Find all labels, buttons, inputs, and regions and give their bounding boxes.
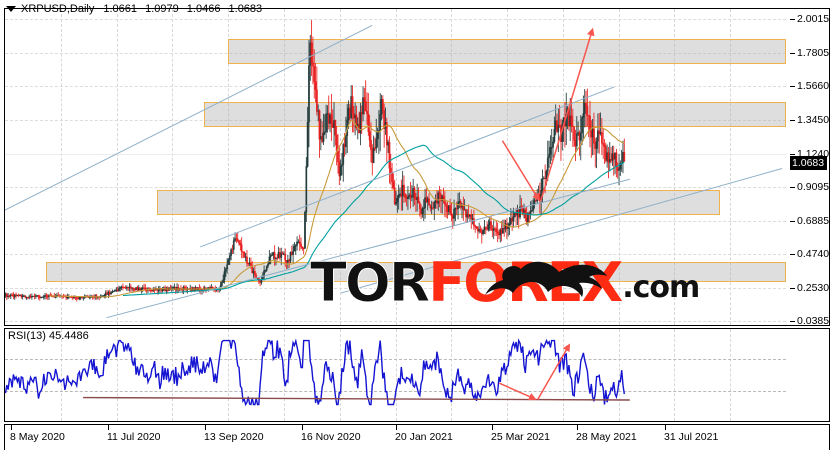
price-tick-label: 0.6885 bbox=[797, 215, 830, 227]
rsi-vgrid bbox=[396, 329, 397, 421]
price-tick-label: 0.9095 bbox=[797, 181, 830, 193]
price-tick: 0.6885 bbox=[790, 215, 829, 227]
price-hgrid bbox=[5, 154, 786, 155]
ohlc-values: 1.0661 1.0979 1.0466 1.0683 bbox=[103, 3, 267, 15]
price-tick: 1.7805 bbox=[790, 47, 829, 59]
symbol-label: XRPUSD,Daily bbox=[21, 3, 95, 15]
date-tick-label: 13 Sep 2020 bbox=[204, 431, 264, 443]
price-tick-label: 1.5660 bbox=[797, 80, 830, 92]
date-tick-label: 11 Jul 2020 bbox=[107, 431, 161, 443]
date-axis-panel bbox=[4, 424, 830, 450]
date-tick-mark bbox=[492, 424, 493, 430]
price-vgrid bbox=[507, 9, 508, 325]
price-tick: 0.9095 bbox=[790, 181, 829, 193]
price-tick-label: 1.7805 bbox=[797, 47, 830, 59]
rsi-label: RSI(13) 45.4486 bbox=[8, 330, 89, 342]
current-price-badge: 1.0683 bbox=[790, 155, 828, 170]
candlestick-series bbox=[5, 20, 626, 302]
date-tick-label: 28 May 2021 bbox=[576, 431, 637, 443]
rsi-vgrid bbox=[61, 329, 62, 421]
price-panel bbox=[4, 8, 830, 326]
date-tick-label: 25 Mar 2021 bbox=[491, 431, 550, 443]
rsi-vgrid bbox=[117, 329, 118, 421]
date-tick-label: 20 Jan 2021 bbox=[395, 431, 453, 443]
rsi-trendline bbox=[83, 396, 630, 401]
ma-fast-line bbox=[49, 119, 625, 298]
rsi-vgrid bbox=[730, 329, 731, 421]
price-tick: 0.2530 bbox=[790, 282, 829, 294]
rsi-vgrid bbox=[674, 329, 675, 421]
price-vgrid bbox=[563, 9, 564, 325]
price-vgrid bbox=[172, 9, 173, 325]
date-tick-mark bbox=[11, 424, 12, 430]
price-hgrid bbox=[5, 86, 786, 87]
ohlc-open: 1.0661 bbox=[103, 3, 138, 15]
rsi-arrow-down bbox=[499, 382, 537, 401]
price-tick-label: 1.3450 bbox=[797, 114, 830, 126]
price-hgrid bbox=[5, 254, 786, 255]
price-vgrid bbox=[730, 9, 731, 325]
price-arrow-down bbox=[501, 140, 540, 202]
ohlc-close: 1.0683 bbox=[228, 3, 263, 15]
rsi-vgrid bbox=[284, 329, 285, 421]
price-hgrid bbox=[5, 187, 786, 188]
price-tick: 0.4740 bbox=[790, 248, 829, 260]
price-tick-label: 0.4740 bbox=[797, 248, 830, 260]
rsi-arrow-up bbox=[536, 343, 571, 400]
price-tick: 1.3450 bbox=[790, 114, 829, 126]
price-tick-label: 2.0015 bbox=[797, 13, 830, 25]
price-vgrid bbox=[674, 9, 675, 325]
ohlc-high: 1.0979 bbox=[145, 3, 179, 15]
price-vgrid bbox=[284, 9, 285, 325]
rsi-vgrid bbox=[228, 329, 229, 421]
price-plot-area[interactable] bbox=[5, 9, 786, 325]
price-hgrid bbox=[5, 321, 786, 322]
trendlines bbox=[5, 24, 783, 319]
price-tick-label: 0.2530 bbox=[797, 282, 830, 294]
price-annotations bbox=[501, 27, 595, 202]
price-vgrid bbox=[61, 9, 62, 325]
price-vgrid bbox=[117, 9, 118, 325]
date-tick-mark bbox=[108, 424, 109, 430]
price-hgrid bbox=[5, 221, 786, 222]
chart-header: XRPUSD,Daily 1.0661 1.0979 1.0466 1.0683 bbox=[6, 1, 267, 17]
date-tick-label: 8 May 2020 bbox=[10, 431, 65, 443]
date-tick-mark bbox=[577, 424, 578, 430]
price-hgrid bbox=[5, 19, 786, 20]
rsi-vgrid bbox=[619, 329, 620, 421]
rsi-level-70 bbox=[5, 358, 786, 360]
price-tick: 1.5660 bbox=[790, 80, 829, 92]
price-vgrid bbox=[228, 9, 229, 325]
rsi-plot-area[interactable] bbox=[5, 329, 786, 421]
price-series-layer bbox=[5, 20, 783, 319]
date-tick-label: 16 Nov 2020 bbox=[301, 431, 361, 443]
rsi-annotations bbox=[499, 343, 571, 401]
rsi-vgrid bbox=[507, 329, 508, 421]
rsi-vgrid bbox=[451, 329, 452, 421]
date-tick-mark bbox=[396, 424, 397, 430]
rsi-line bbox=[5, 338, 625, 407]
ohlc-low: 1.0466 bbox=[186, 3, 221, 15]
date-tick-label: 31 Jul 2021 bbox=[664, 431, 719, 443]
rsi-series-layer bbox=[5, 338, 630, 407]
rsi-panel bbox=[4, 328, 830, 422]
supply-zone-2 bbox=[204, 101, 786, 127]
price-tick: 0.0385 bbox=[790, 315, 829, 327]
price-hgrid bbox=[5, 120, 786, 121]
price-hgrid bbox=[5, 288, 786, 289]
triangle-down-icon[interactable] bbox=[6, 6, 16, 12]
price-vgrid bbox=[396, 9, 397, 325]
date-tick-mark bbox=[302, 424, 303, 430]
price-tick-label: 0.0385 bbox=[797, 315, 830, 327]
rsi-vgrid bbox=[340, 329, 341, 421]
date-tick-mark bbox=[205, 424, 206, 430]
price-tick: 2.0015 bbox=[790, 13, 829, 25]
rsi-vgrid bbox=[172, 329, 173, 421]
price-hgrid bbox=[5, 53, 786, 54]
price-arrow-up bbox=[540, 27, 595, 201]
rsi-vgrid bbox=[563, 329, 564, 421]
bull-logo-icon bbox=[485, 261, 607, 297]
date-tick-mark bbox=[665, 424, 666, 430]
